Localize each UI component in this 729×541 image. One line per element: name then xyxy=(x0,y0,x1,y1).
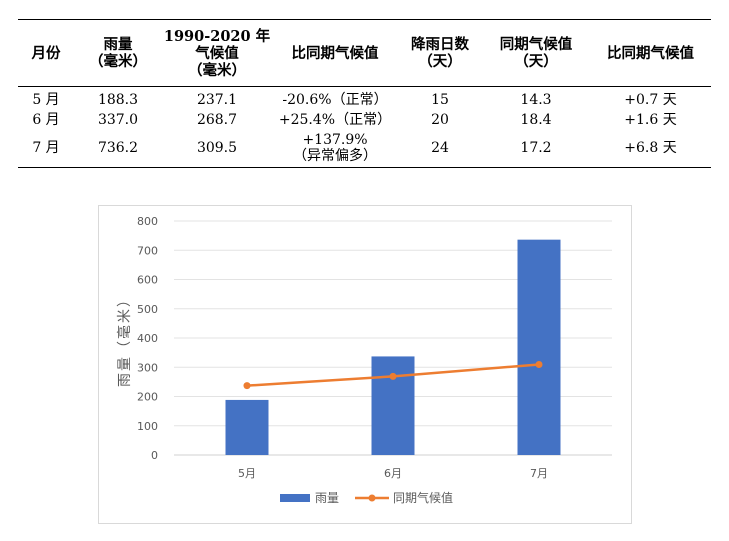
table-row: 5 月 188.3 237.1 -20.6%（正常） 15 14.3 +0.7 … xyxy=(18,87,711,111)
legend-swatch-marker xyxy=(368,494,376,502)
table-cell: +137.9% （异常偏多） xyxy=(272,129,398,168)
table-cell: 268.7 xyxy=(196,111,238,128)
bar-5月 xyxy=(225,399,269,455)
header-cell: 比同期气候值 xyxy=(272,19,398,87)
rainfall-table: 月份 雨量 （毫米） 1990-2020 年气候值 （毫米） 比同期气候值 降雨日数… xyxy=(18,19,711,168)
cell-line: （毫米） xyxy=(188,61,246,79)
table-cell: 188.3 xyxy=(97,92,139,108)
header-cell: 同期气候值 （天） xyxy=(482,19,590,87)
x-tick-label: 5月 xyxy=(238,467,256,480)
table-cell: +25.4%（正常） xyxy=(278,111,392,128)
table-cell: 17.2 xyxy=(482,129,590,168)
table-row: 7 月 736.2 309.5 +137.9% （异常偏多） 24 17.2 +6… xyxy=(18,129,711,168)
legend-label: 同期气候值 xyxy=(393,490,453,505)
chart-frame: 0 100 200 300 400 500 600 700 800 5月 6月 7月 雨量（毫米） 雨… xyxy=(98,205,632,524)
table-cell: +1.6 天 xyxy=(624,111,677,128)
y-axis-label: 雨量（毫米） xyxy=(116,291,133,387)
table-cell: 309.5 xyxy=(162,129,272,168)
table-row: 6 月 337.0 268.7 +25.4%（正常） 20 18.4 +1.6 … xyxy=(18,110,711,129)
bar-7月 xyxy=(517,239,561,455)
header-cell: 1990-2020 年气候值 （毫米） xyxy=(162,19,272,87)
climate-point xyxy=(535,360,543,368)
cell-line: （天） xyxy=(418,53,462,70)
cell-line: 雨量 xyxy=(103,36,133,53)
x-tick-label: 7月 xyxy=(530,467,548,480)
header-cell: 月份 xyxy=(18,19,74,87)
header-cell: 降雨日数 （天） xyxy=(398,19,482,87)
bar-6月 xyxy=(371,356,415,455)
y-tick-label: 0 xyxy=(151,449,158,462)
table-cell: 736.2 xyxy=(74,129,162,168)
climate-point xyxy=(389,372,397,380)
cell-line: （毫米） xyxy=(89,53,147,70)
cell-line: 1990-2020 年 xyxy=(163,27,271,45)
table-cell: 7 月 xyxy=(18,129,74,168)
rainfall-chart: 0 100 200 300 400 500 600 700 800 5月 6月 7月 雨量（毫米） 雨… xyxy=(116,215,612,505)
table-header-row: 月份 雨量 （毫米） 1990-2020 年气候值 （毫米） 比同期气候值 降雨日数… xyxy=(18,19,711,87)
table-cell: 14.3 xyxy=(520,92,552,108)
cell-line: 同期气候值 xyxy=(499,36,573,53)
table-cell: 6 月 xyxy=(32,111,60,128)
table-cell: 15 xyxy=(431,92,449,108)
header-cell: 比同期气候值 xyxy=(590,19,711,87)
y-tick-label: 400 xyxy=(137,332,158,345)
y-tick-label: 200 xyxy=(137,391,158,404)
y-tick-label: 300 xyxy=(137,361,158,374)
table-cell: 18.4 xyxy=(520,111,552,128)
cell-line: 降雨日数 xyxy=(411,36,469,53)
table-cell: 237.1 xyxy=(196,92,238,108)
cell-line: +137.9% xyxy=(302,132,368,148)
table-cell: 24 xyxy=(398,129,482,168)
y-tick-label: 500 xyxy=(137,303,158,316)
cell-line: （异常偏多） xyxy=(293,148,377,164)
header-cell: 雨量 （毫米） xyxy=(74,19,162,87)
y-tick-label: 100 xyxy=(137,420,158,433)
table-cell: 5 月 xyxy=(32,92,60,108)
x-tick-label: 6月 xyxy=(384,467,402,480)
cell-line: （天） xyxy=(514,53,558,70)
table-cell: +0.7 天 xyxy=(624,92,677,108)
table-cell: +6.8 天 xyxy=(590,129,711,168)
legend-label: 雨量 xyxy=(315,491,339,505)
y-tick-label: 600 xyxy=(137,274,158,287)
cell-line: 气候值 xyxy=(195,44,239,62)
y-tick-label: 700 xyxy=(137,244,158,257)
table-cell: -20.6%（正常） xyxy=(282,92,388,108)
table-cell: 337.0 xyxy=(97,111,139,128)
table-cell: 20 xyxy=(431,111,449,128)
climate-point xyxy=(243,382,251,390)
legend-swatch-bar xyxy=(280,494,310,502)
y-tick-label: 800 xyxy=(137,215,158,228)
